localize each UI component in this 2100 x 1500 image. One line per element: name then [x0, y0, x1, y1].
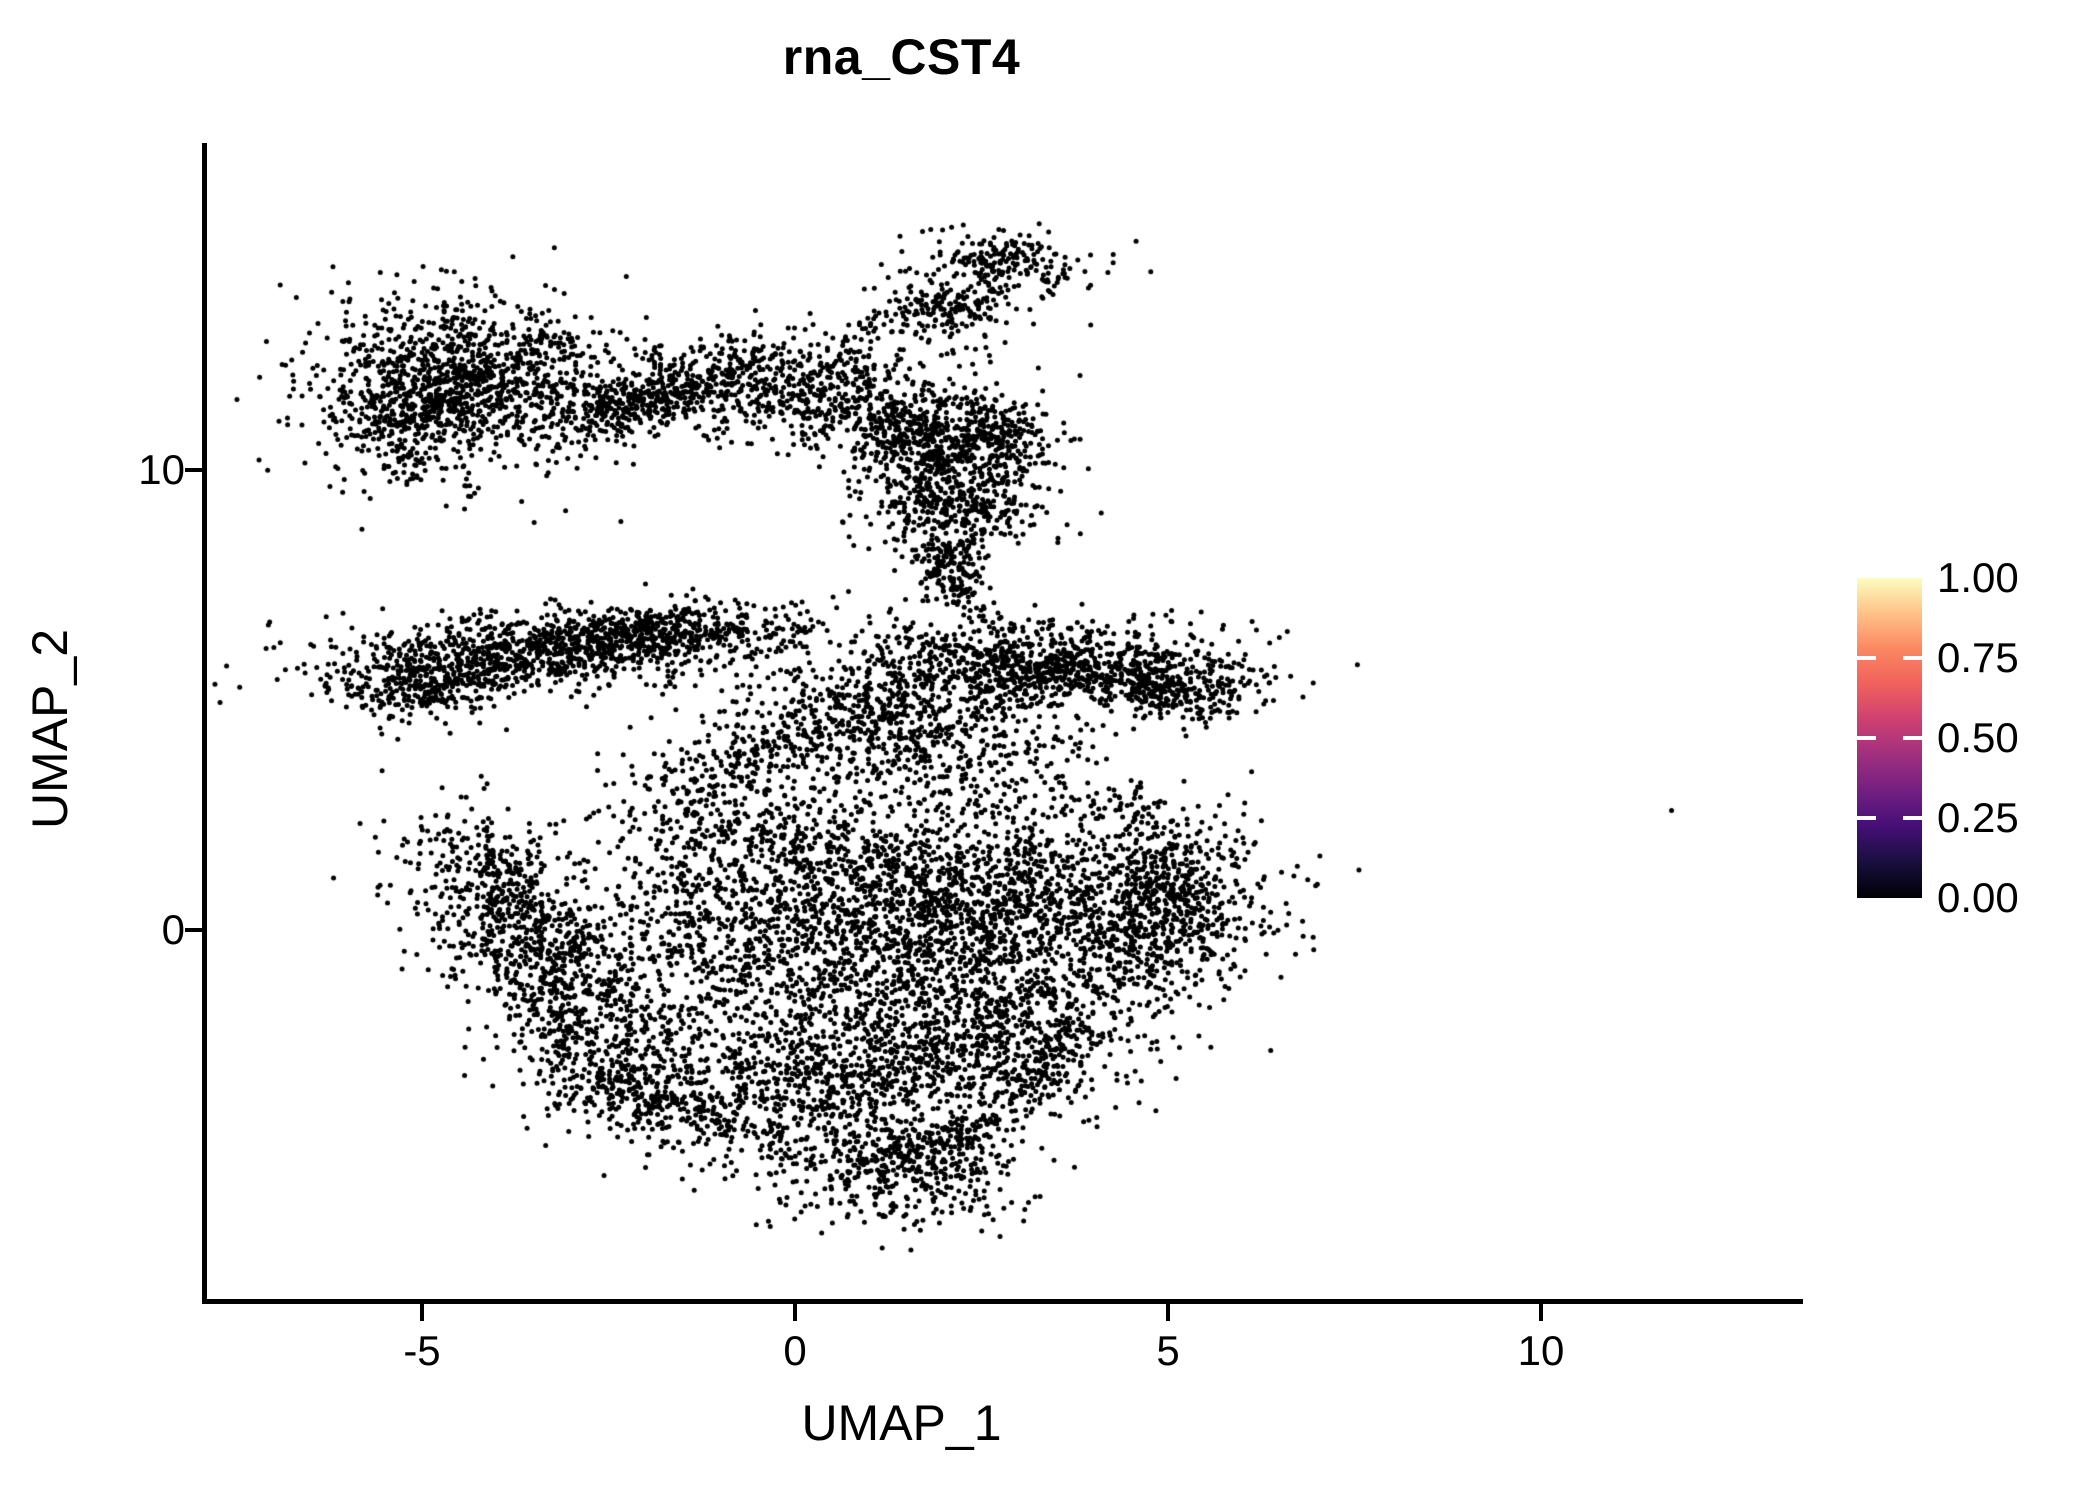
colorbar-tick-mark	[1903, 656, 1922, 660]
colorbar-legend[interactable]: 1.00 0.75 0.50 0.25 0.00	[1857, 554, 2019, 921]
x-tick-label: 5	[1156, 1327, 1180, 1374]
x-tick-mark	[1166, 1304, 1170, 1321]
x-tick-mark	[1539, 1304, 1543, 1321]
y-tick-label: 10	[138, 446, 185, 493]
colorbar-tick-label: 1.00	[1937, 554, 2019, 601]
scatter-points-canvas	[205, 143, 1803, 1302]
y-axis-label: UMAP_2	[22, 628, 78, 830]
plot-panel[interactable]	[205, 143, 1803, 1302]
colorbar-tick-label: 0.50	[1937, 714, 2019, 761]
x-tick-label: -5	[403, 1327, 441, 1374]
y-axis-line	[202, 143, 207, 1304]
colorbar-tick-mark	[1857, 816, 1876, 820]
x-axis-label: UMAP_1	[801, 1395, 1002, 1451]
x-tick-label: 0	[783, 1327, 807, 1374]
colorbar-tick-label: 0.25	[1937, 794, 2019, 841]
colorbar-tick-mark	[1857, 656, 1876, 660]
y-tick-mark	[185, 468, 202, 472]
x-tick-mark	[793, 1304, 797, 1321]
scatter-layer	[205, 143, 1803, 1302]
x-axis-line	[202, 1299, 1803, 1304]
y-tick-label: 0	[161, 906, 185, 953]
page-title: rna_CST4	[782, 29, 1021, 85]
colorbar-tick-mark	[1903, 816, 1922, 820]
colorbar-tick-mark	[1903, 736, 1922, 740]
y-tick-mark	[185, 928, 202, 932]
colorbar-tick-mark	[1857, 736, 1876, 740]
colorbar-tick-label: 0.00	[1937, 874, 2019, 921]
x-tick-mark	[420, 1304, 424, 1321]
x-tick-label: 10	[1517, 1327, 1565, 1374]
colorbar-tick-label: 0.75	[1937, 634, 2019, 681]
